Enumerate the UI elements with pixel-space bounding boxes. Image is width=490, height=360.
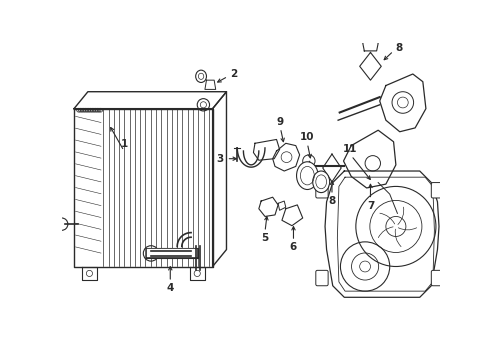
FancyBboxPatch shape <box>431 183 443 198</box>
Text: 4: 4 <box>167 283 174 293</box>
Text: 8: 8 <box>328 196 336 206</box>
Ellipse shape <box>196 70 206 82</box>
Text: 3: 3 <box>217 154 224 164</box>
Text: 7: 7 <box>367 201 374 211</box>
FancyBboxPatch shape <box>316 270 328 286</box>
Text: 8: 8 <box>395 43 403 53</box>
Text: 9: 9 <box>277 117 284 127</box>
FancyBboxPatch shape <box>431 270 443 286</box>
Ellipse shape <box>296 162 318 189</box>
Ellipse shape <box>313 171 330 193</box>
Text: 1: 1 <box>121 139 128 149</box>
Text: 6: 6 <box>290 242 297 252</box>
Text: 10: 10 <box>300 132 315 142</box>
Text: 2: 2 <box>230 69 237 79</box>
Text: 11: 11 <box>343 144 357 154</box>
FancyBboxPatch shape <box>316 183 328 198</box>
Text: 5: 5 <box>261 233 269 243</box>
FancyBboxPatch shape <box>74 109 213 266</box>
